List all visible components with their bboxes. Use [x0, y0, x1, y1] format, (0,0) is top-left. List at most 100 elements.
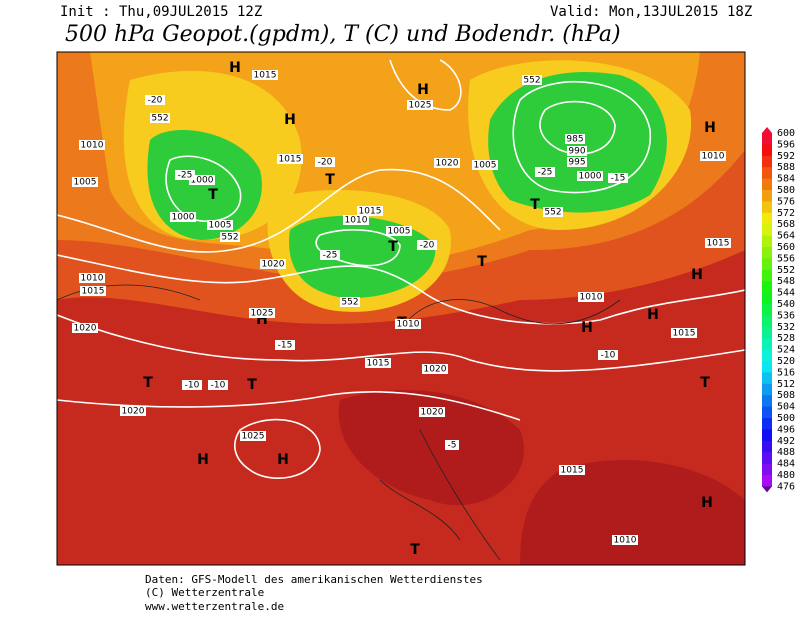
contour-label: 1010 — [614, 536, 637, 546]
label-box — [395, 319, 421, 329]
colorbar-label: 544 — [777, 288, 795, 299]
label-box — [72, 323, 98, 333]
colorbar-swatch — [762, 338, 772, 351]
label-box — [559, 465, 585, 475]
label-box — [260, 259, 286, 269]
colorbar-label: 484 — [777, 459, 795, 470]
contour-label: 1015 — [561, 466, 584, 476]
label-box — [320, 250, 340, 260]
label-box — [150, 113, 170, 123]
pressure-center: H — [581, 320, 593, 336]
colorbar-swatch — [762, 212, 772, 225]
colorbar-label: 512 — [777, 379, 795, 390]
map-title: 500 hPa Geopot.(gpdm), T (C) und Bodendr… — [65, 22, 621, 47]
colorbar-swatch — [762, 406, 772, 419]
colorbar-swatch — [762, 452, 772, 465]
contour-label: 1020 — [421, 408, 444, 418]
colorbar-label: 504 — [777, 402, 795, 413]
colorbar-label: 536 — [777, 310, 795, 321]
contour-label: 1020 — [424, 365, 447, 375]
colorbar-label: 508 — [777, 390, 795, 401]
contour-label: 1015 — [279, 155, 302, 165]
colorbar-label: 560 — [777, 242, 795, 253]
label-box — [422, 364, 448, 374]
label-box — [145, 95, 165, 105]
colorbar-label: 492 — [777, 436, 795, 447]
colorbar-label: 480 — [777, 470, 795, 481]
colorbar-label: 588 — [777, 162, 795, 173]
label-box — [79, 140, 105, 150]
contour-label: -20 — [148, 96, 163, 106]
pressure-center: T — [143, 375, 153, 391]
colorbar-label: 564 — [777, 231, 795, 242]
pressure-center: H — [284, 112, 296, 128]
contour-label: 1010 — [345, 216, 368, 226]
label-box — [565, 134, 585, 144]
label-box — [182, 380, 202, 390]
map-frame — [56, 51, 746, 566]
contour-label: 552 — [151, 114, 168, 124]
contour-label: 1010 — [81, 141, 104, 151]
colorbar-swatch — [762, 475, 772, 487]
colorbar-swatch — [762, 463, 772, 476]
valid-time: Valid: Mon,13JUL2015 18Z — [550, 4, 752, 20]
contour-label: 1015 — [359, 207, 382, 217]
pressure-center: T — [247, 377, 257, 393]
label-box — [343, 215, 369, 225]
colorbar-swatch — [762, 178, 772, 191]
contour-label: 552 — [221, 233, 238, 243]
contour-label: -20 — [318, 158, 333, 168]
contour-label: 1005 — [74, 178, 97, 188]
colorbar-label: 568 — [777, 219, 795, 230]
pressure-center: T — [530, 197, 540, 213]
colorbar-swatch — [762, 383, 772, 396]
colorbar-label: 548 — [777, 276, 795, 287]
pressure-center: T — [410, 542, 420, 558]
init-time: Init : Thu,09JUL2015 12Z — [60, 4, 262, 20]
colorbar-label: 600 — [777, 128, 795, 139]
contour-label: -5 — [448, 441, 457, 451]
label-box — [608, 173, 628, 183]
label-box — [220, 232, 240, 242]
colorbar-swatch — [762, 167, 772, 180]
colorbar-swatch — [762, 315, 772, 328]
colorbar-swatch — [762, 247, 772, 259]
label-box — [407, 100, 433, 110]
label-box — [612, 535, 638, 545]
pressure-center: H — [691, 267, 703, 283]
contour-label: 1020 — [436, 159, 459, 169]
label-box — [80, 286, 106, 296]
contour-label: -25 — [178, 171, 193, 181]
colorbar-swatch — [762, 304, 772, 316]
contour-label: -10 — [211, 381, 226, 391]
label-box — [365, 358, 391, 368]
label-box — [535, 167, 555, 177]
colorbar-tip — [762, 486, 772, 493]
colorbar-swatch — [762, 224, 772, 237]
colorbar-label: 584 — [777, 174, 795, 185]
contour-label: 1025 — [242, 432, 265, 442]
contour-label: 1010 — [580, 293, 603, 303]
pressure-center: H — [417, 82, 429, 98]
contour-label: 1020 — [122, 407, 145, 417]
label-box — [598, 350, 618, 360]
contour-label: 1000 — [172, 213, 195, 223]
colorbar-swatch — [762, 269, 772, 282]
label-box — [208, 380, 228, 390]
contour-label: 1005 — [209, 221, 232, 231]
colorbar-label: 524 — [777, 345, 795, 356]
pressure-center: H — [647, 307, 659, 323]
label-box — [340, 297, 360, 307]
colorbar-label: 488 — [777, 447, 795, 458]
contour-label: -10 — [601, 351, 616, 361]
contour-label: 995 — [568, 158, 585, 168]
colorbar-label: 552 — [777, 265, 795, 276]
colorbar-label: 516 — [777, 367, 795, 378]
label-box — [578, 292, 604, 302]
colorbar-swatch — [762, 133, 772, 145]
label-box — [386, 226, 412, 236]
label-box — [170, 212, 196, 222]
contour-label: 990 — [568, 147, 585, 157]
pressure-center: T — [208, 187, 218, 203]
pressure-center: H — [197, 452, 209, 468]
